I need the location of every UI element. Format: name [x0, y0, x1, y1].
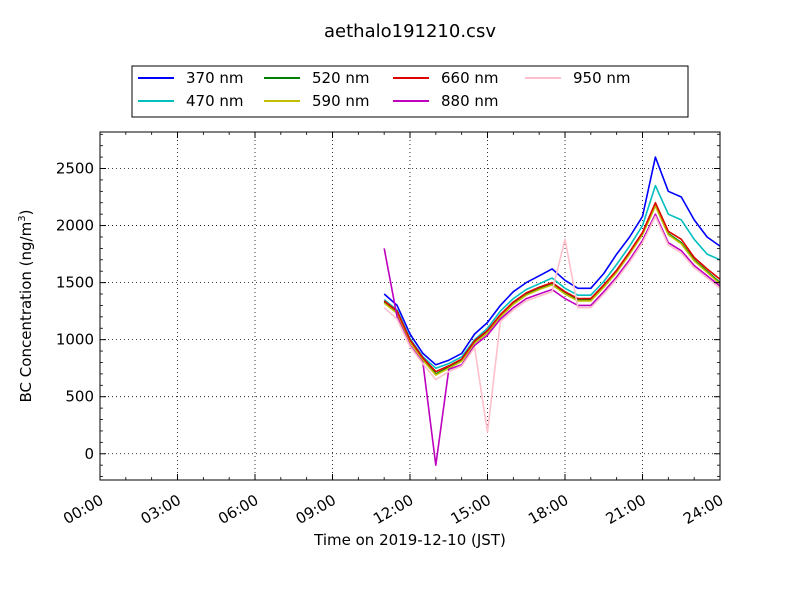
y-axis-label-main: BC Concentration (ng/m [17, 222, 35, 403]
y-tick-label: 2500 [56, 160, 94, 178]
chart-title: aethalo191210.csv [324, 21, 496, 42]
legend-label: 880 nm [441, 92, 499, 110]
y-axis-label-superscript: 3 [17, 215, 28, 221]
y-axis-label: BC Concentration (ng/m3) [17, 210, 35, 403]
y-tick-label: 1000 [56, 331, 94, 349]
series-lines [383, 156, 721, 467]
series-line-590-nm [383, 205, 721, 376]
series-line-470-nm [383, 184, 721, 370]
series-line-950-nm [383, 215, 721, 433]
legend-box [131, 65, 689, 118]
y-tick-label: 0 [84, 445, 94, 463]
legend: 370 nm 470 nm 520 nm 590 nm 660 nm 880 nm 950 … [131, 65, 689, 118]
legend-label: 590 nm [312, 92, 370, 110]
legend-label: 950 nm [573, 69, 631, 87]
series-line-370-nm [383, 156, 721, 366]
legend-label: 660 nm [441, 69, 499, 87]
y-tick-label: 500 [65, 388, 94, 406]
series-line-660-nm [383, 201, 721, 373]
legend-label: 520 nm [312, 69, 370, 87]
legend-label: 470 nm [186, 92, 244, 110]
x-axis-label: Time on 2019-12-10 (JST) [313, 531, 506, 549]
y-tick-label: 2000 [56, 217, 94, 235]
y-tick-label: 1500 [56, 274, 94, 292]
y-axis-label-end: ) [17, 210, 35, 216]
legend-label: 370 nm [186, 69, 244, 87]
grid [99, 132, 721, 480]
